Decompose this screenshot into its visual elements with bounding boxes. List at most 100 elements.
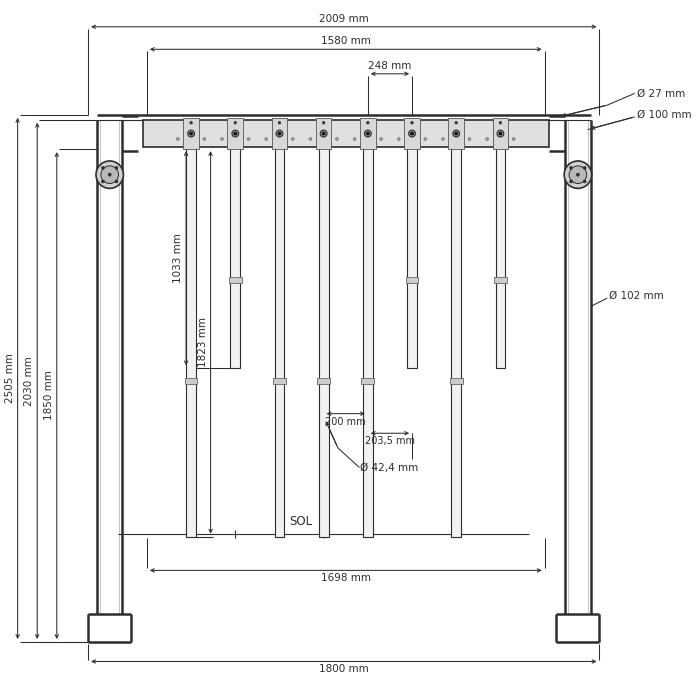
Circle shape [570,180,573,183]
Circle shape [365,130,371,137]
Circle shape [570,167,573,169]
Circle shape [247,138,250,141]
Circle shape [576,173,580,176]
Text: 2030 mm: 2030 mm [25,356,34,406]
Circle shape [367,134,369,136]
Text: 1580 mm: 1580 mm [321,36,371,46]
Circle shape [234,122,237,124]
Text: Ø 102 mm: Ø 102 mm [609,291,664,301]
Circle shape [278,134,281,136]
Text: 2009 mm: 2009 mm [319,14,369,24]
Circle shape [220,138,223,141]
Bar [361,378,374,384]
Bar [229,277,241,284]
Circle shape [499,134,502,136]
Circle shape [96,161,123,188]
Bar [272,118,287,149]
Bar [452,148,461,537]
Circle shape [335,138,338,141]
Circle shape [190,122,193,124]
Circle shape [354,138,356,141]
Circle shape [442,138,444,141]
Text: 1800 mm: 1800 mm [319,664,369,674]
Bar [273,378,286,384]
Circle shape [468,138,471,141]
Circle shape [278,122,281,124]
Circle shape [499,132,502,135]
Circle shape [512,138,515,141]
Circle shape [108,173,111,176]
Circle shape [569,166,587,183]
Bar [360,118,376,149]
Circle shape [367,122,369,124]
Bar [449,118,464,149]
Circle shape [188,130,195,137]
Circle shape [366,132,370,135]
Circle shape [411,132,414,135]
Circle shape [455,122,458,124]
Circle shape [291,138,294,141]
Circle shape [499,122,502,124]
Bar [406,277,419,284]
Circle shape [278,132,281,135]
Circle shape [411,134,413,136]
Circle shape [101,166,118,183]
Circle shape [276,130,283,137]
Text: 2505 mm: 2505 mm [5,354,15,403]
Bar [186,148,196,537]
Circle shape [234,132,237,135]
Bar [496,148,505,368]
Circle shape [398,138,400,141]
Circle shape [424,138,427,141]
Circle shape [320,130,327,137]
Circle shape [176,138,179,141]
Bar [404,118,420,149]
Circle shape [564,161,592,188]
Bar [407,148,417,368]
Circle shape [322,132,325,135]
Circle shape [409,130,416,137]
Bar [493,118,508,149]
Circle shape [453,130,460,137]
Circle shape [265,138,267,141]
Circle shape [583,167,586,169]
Circle shape [190,132,193,135]
Bar [228,118,243,149]
Text: 1698 mm: 1698 mm [321,573,371,583]
Bar [143,120,549,147]
Bar [317,378,330,384]
Bar [450,378,463,384]
Circle shape [497,130,504,137]
Circle shape [232,130,239,137]
Text: 203,5 mm: 203,5 mm [365,436,415,446]
Text: Ø 27 mm: Ø 27 mm [637,88,685,99]
Bar [274,148,284,537]
Text: 1033 mm: 1033 mm [173,233,183,284]
Circle shape [203,138,206,141]
Text: Ø 42,4 mm: Ø 42,4 mm [360,463,419,473]
Bar [183,118,199,149]
Text: 200 mm: 200 mm [326,416,366,426]
Circle shape [102,180,104,183]
Circle shape [234,134,237,136]
Text: Ø 100 mm: Ø 100 mm [637,110,692,120]
Text: 1823 mm: 1823 mm [197,317,208,368]
Circle shape [455,132,458,135]
Circle shape [455,134,458,136]
Bar [363,148,372,537]
Bar [318,148,328,537]
Circle shape [115,180,118,183]
Circle shape [190,134,193,136]
Bar [230,148,240,368]
Circle shape [583,180,586,183]
Circle shape [102,167,104,169]
Text: SOL: SOL [289,515,312,528]
Circle shape [309,138,312,141]
Circle shape [323,122,325,124]
Circle shape [486,138,489,141]
Text: 1850 mm: 1850 mm [44,370,54,421]
Circle shape [323,134,325,136]
Circle shape [379,138,382,141]
Bar [494,277,507,284]
Bar [185,378,197,384]
